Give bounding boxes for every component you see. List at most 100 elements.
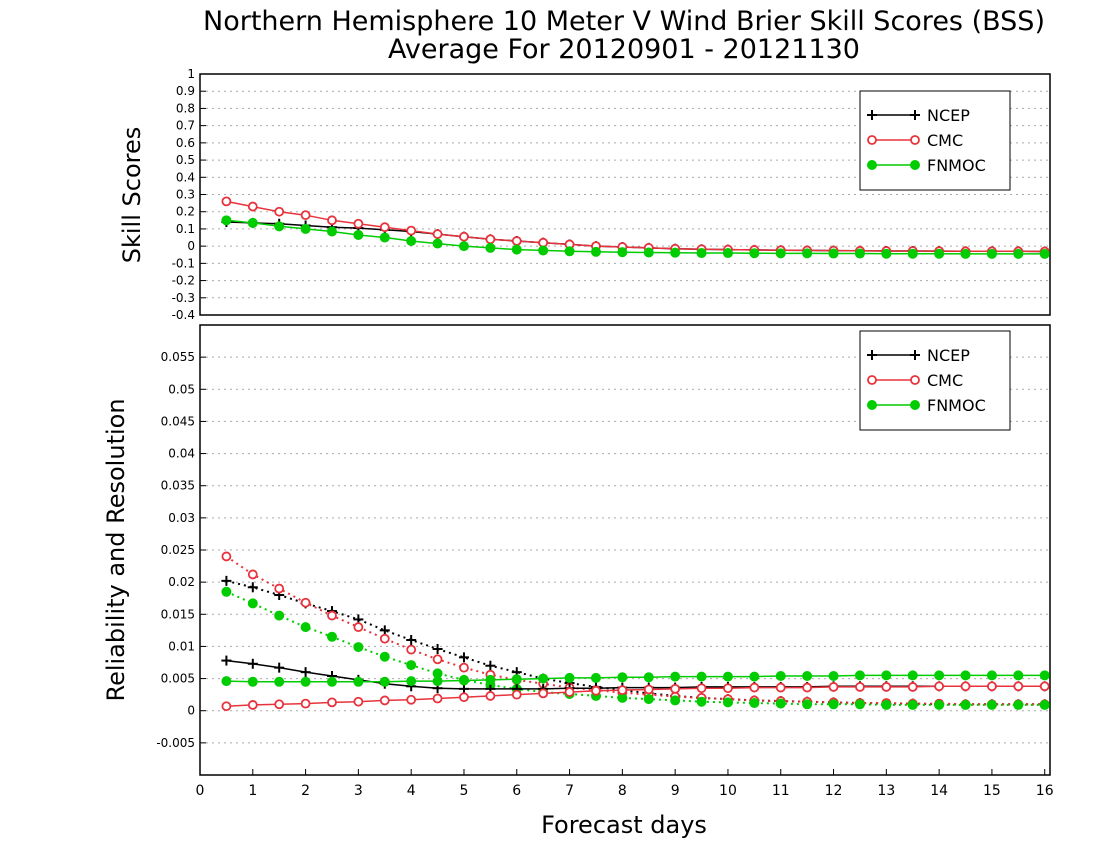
x-tick-label: 9 bbox=[671, 783, 680, 799]
skill-score-fnmoc-point bbox=[379, 232, 390, 243]
skill-score-legend-marker bbox=[910, 160, 920, 170]
reliability-fnmoc-point bbox=[881, 699, 892, 710]
reliability-fnmoc-point bbox=[722, 671, 733, 682]
skill-score-fnmoc-point bbox=[326, 226, 337, 237]
skill-score-fnmoc-point bbox=[802, 248, 813, 259]
skill-score-fnmoc-point bbox=[406, 235, 417, 246]
reliability-cmc-point bbox=[1013, 681, 1024, 692]
reliability-ncep-point bbox=[247, 658, 258, 669]
reliability-y-tick-label: 0.045 bbox=[161, 414, 195, 428]
reliability-cmc-point bbox=[1039, 681, 1050, 692]
reliability-y-ticks: -0.005 0 0.005 0.01 0.015 0.02 0.025 0.03 0.035 0… bbox=[156, 350, 206, 750]
reliability-legend-marker bbox=[867, 375, 877, 385]
x-tick-label: 8 bbox=[618, 783, 627, 799]
skill-score-cmc-point bbox=[274, 206, 285, 217]
reliability-cmc-point bbox=[723, 683, 733, 694]
skill-score-cmc-point bbox=[221, 196, 232, 207]
skill-score-cmc-point bbox=[432, 229, 443, 239]
reliability-cmc-point bbox=[643, 684, 654, 695]
reliability-cmc-point bbox=[670, 683, 681, 694]
reliability-fnmoc-point bbox=[907, 670, 918, 681]
reliability-fnmoc-point bbox=[854, 670, 865, 681]
reliability-fnmoc-point bbox=[696, 696, 707, 707]
skill-score-fnmoc-point bbox=[643, 247, 654, 258]
reliability-fnmoc-point bbox=[617, 672, 628, 683]
x-tick-label: 0 bbox=[196, 783, 205, 799]
chart-title: Northern Hemisphere 10 Meter V Wind Brie… bbox=[203, 6, 1045, 37]
skill-score-cmc-point bbox=[511, 236, 522, 246]
x-tick-label: 16 bbox=[1036, 783, 1054, 799]
reliability-cmc-point bbox=[432, 654, 443, 665]
reliability-fnmoc-point bbox=[485, 674, 496, 685]
reliability-cmc-point bbox=[247, 700, 258, 710]
reliability-fnmoc-point bbox=[960, 670, 971, 681]
reliability-fnmoc-point bbox=[934, 670, 945, 681]
reliability-fnmoc-point bbox=[538, 673, 549, 684]
skill-score-fnmoc-point bbox=[538, 245, 549, 256]
reliability-fnmoc-point bbox=[643, 694, 654, 705]
reliability-legend-marker bbox=[867, 400, 877, 410]
x-tick-label: 13 bbox=[877, 783, 895, 799]
reliability-fnmoc-point bbox=[458, 675, 469, 686]
reliability-fnmoc-point bbox=[221, 586, 232, 597]
reliability-ncep-point bbox=[221, 575, 232, 586]
skill-score-fnmoc-point bbox=[221, 215, 232, 226]
reliability-legend-label: NCEP bbox=[927, 346, 970, 365]
reliability-y-axis-title: Reliability and Resolution bbox=[102, 398, 130, 701]
reliability-cmc-point bbox=[960, 681, 971, 692]
x-tick-label: 10 bbox=[719, 783, 737, 799]
reliability-ncep-point bbox=[406, 635, 417, 645]
skill-score-fnmoc-point bbox=[775, 248, 786, 259]
reliability-ncep-point bbox=[432, 644, 443, 654]
reliability-fnmoc-point bbox=[749, 671, 760, 682]
reliability-cmc-point bbox=[696, 683, 707, 694]
reliability-fnmoc-point bbox=[986, 670, 997, 681]
skill-score-y-tick-label: 0.7 bbox=[176, 119, 195, 133]
reliability-y-tick-label: 0.015 bbox=[161, 607, 195, 621]
x-tick-label: 12 bbox=[825, 783, 843, 799]
reliability-cmc-point bbox=[274, 583, 285, 594]
reliability-fnmoc-dotted-line bbox=[225, 590, 1045, 706]
reliability-cmc-point bbox=[538, 688, 549, 699]
reliability-legend-marker bbox=[867, 350, 877, 360]
reliability-ncep-point bbox=[458, 652, 469, 663]
reliability-fnmoc-point bbox=[643, 672, 654, 683]
reliability-y-tick-label: 0.03 bbox=[168, 511, 195, 525]
reliability-cmc-point bbox=[432, 693, 443, 704]
reliability-y-tick-label: 0.005 bbox=[161, 672, 195, 686]
reliability-cmc-point bbox=[987, 681, 997, 692]
reliability-cmc-point bbox=[274, 699, 285, 710]
skill-score-fnmoc-point bbox=[1013, 248, 1024, 259]
reliability-cmc-point bbox=[828, 682, 839, 692]
reliability-fnmoc-point bbox=[749, 698, 760, 708]
reliability-cmc-point bbox=[327, 697, 337, 708]
reliability-cmc-point bbox=[379, 633, 390, 644]
skill-score-y-tick-label: 0.2 bbox=[176, 205, 195, 219]
reliability-y-tick-label: -0.005 bbox=[156, 736, 195, 750]
x-tick-label: 2 bbox=[301, 783, 310, 799]
skill-score-panel: -0.4 -0.3 -0.2 -0.1 0 0.1 0.2 0.3 0.4 0.5 0.6 0.7 0.… bbox=[118, 67, 1051, 322]
reliability-cmc-point bbox=[564, 687, 575, 697]
skill-score-fnmoc-point bbox=[274, 221, 285, 232]
reliability-fnmoc-point bbox=[326, 631, 337, 642]
skill-score-legend-marker bbox=[867, 160, 877, 170]
skill-score-cmc-point bbox=[485, 234, 496, 245]
reliability-cmc-point bbox=[247, 569, 258, 580]
reliability-y-tick-label: 0.02 bbox=[168, 575, 195, 589]
x-tick-label: 11 bbox=[772, 783, 790, 799]
reliability-cmc-point bbox=[406, 644, 417, 655]
reliability-fnmoc-point bbox=[379, 651, 390, 662]
reliability-fnmoc-point bbox=[1039, 670, 1050, 681]
skill-score-fnmoc-point bbox=[881, 248, 892, 259]
reliability-fnmoc-point bbox=[300, 622, 311, 633]
skill-score-y-tick-label: 1 bbox=[187, 67, 195, 81]
reliability-fnmoc-point bbox=[247, 598, 258, 609]
reliability-fnmoc-point bbox=[1013, 670, 1024, 681]
reliability-legend-label: CMC bbox=[927, 371, 963, 390]
skill-score-fnmoc-point bbox=[907, 248, 918, 259]
skill-score-cmc-point bbox=[327, 215, 337, 226]
skill-score-y-tick-label: -0.2 bbox=[172, 274, 195, 288]
reliability-fnmoc-point bbox=[696, 671, 707, 682]
reliability-cmc-point bbox=[353, 622, 364, 633]
